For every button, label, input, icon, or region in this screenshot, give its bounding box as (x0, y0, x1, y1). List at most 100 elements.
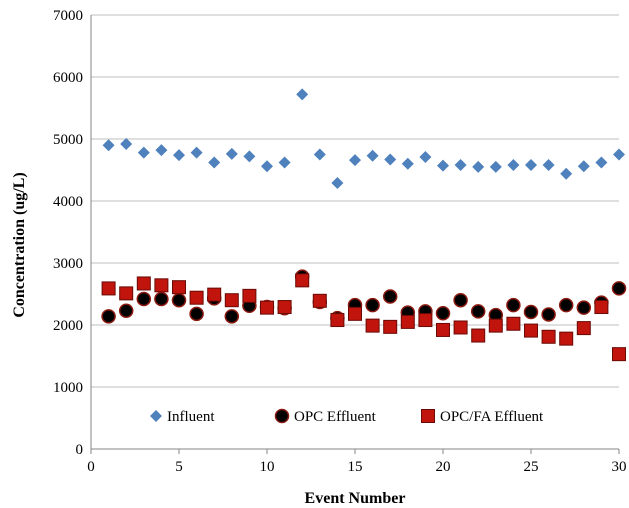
diamond-point (595, 156, 608, 169)
diamond-point (613, 148, 625, 161)
y-axis-title: Concentration (ug/L) (11, 172, 28, 317)
circle-point (506, 297, 521, 313)
square-point (471, 328, 486, 343)
square-point (541, 329, 556, 344)
circle-point (101, 309, 116, 324)
diamond-point (261, 160, 273, 173)
circle-point (453, 292, 468, 308)
x-tick-label: 15 (348, 459, 363, 475)
diamond-point (419, 150, 432, 163)
square-point (224, 293, 239, 308)
square-point (383, 319, 398, 334)
square-point (242, 288, 257, 303)
diamond-point (155, 144, 168, 157)
x-axis-title: Event Number (305, 490, 406, 507)
diamond-point (542, 159, 555, 172)
legend: Influent OPC Effluent OPC/FA Effluent (150, 408, 544, 425)
circle-point (611, 281, 627, 296)
diamond-point (560, 167, 573, 180)
circle-point (523, 304, 539, 320)
x-tick-label: 0 (87, 459, 95, 475)
square-point (207, 287, 222, 302)
diamond-point (454, 159, 467, 172)
square-point (189, 290, 204, 305)
square-point (612, 347, 626, 362)
circle-point (365, 297, 380, 313)
diamond-point (313, 148, 326, 161)
diamond-point (577, 160, 590, 173)
square-point (119, 286, 134, 301)
y-tick-label: 4000 (53, 194, 83, 210)
square-point (594, 300, 609, 315)
square-point (101, 281, 116, 296)
diamond-point (296, 88, 309, 101)
circle-point (189, 306, 204, 322)
square-point (348, 306, 362, 321)
square-point (418, 313, 433, 328)
legend-label: Influent (167, 409, 215, 425)
diamond-point (208, 156, 221, 169)
diamond-point (489, 160, 502, 173)
y-tick-label: 7000 (53, 8, 83, 24)
diamond-point (331, 177, 344, 190)
legend-label: OPC/FA Effluent (440, 409, 544, 425)
diamond-point (173, 149, 185, 162)
x-tick-label: 30 (612, 459, 627, 475)
square-point (576, 321, 591, 336)
diamond-point (349, 154, 361, 167)
diamond-point (120, 137, 133, 150)
legend-circle-marker (274, 408, 290, 424)
square-point (400, 314, 415, 329)
circle-point (470, 304, 486, 319)
circle-point (435, 305, 451, 321)
square-point (330, 313, 345, 328)
square-point (365, 318, 380, 333)
circle-point (136, 291, 152, 307)
circle-point (541, 307, 556, 322)
y-tick-label: 1000 (53, 380, 83, 396)
square-point (453, 320, 468, 335)
y-tick-label: 2000 (53, 318, 83, 334)
square-point (506, 316, 521, 331)
legend-diamond-marker (150, 410, 162, 422)
x-tick-labels: 0 5 10 15 20 25 30 (87, 459, 626, 475)
diamond-point (366, 149, 379, 162)
square-point (136, 276, 151, 291)
y-tick-labels: 0 1000 2000 3000 4000 5000 6000 7000 (53, 8, 83, 458)
diamond-point (472, 160, 485, 173)
circle-point (224, 309, 240, 324)
x-tick-label: 10 (260, 459, 275, 475)
circle-point (118, 303, 134, 318)
x-tick-label: 25 (524, 459, 539, 475)
circle-point (171, 292, 187, 308)
square-point (154, 278, 169, 293)
diamond-point (525, 159, 537, 172)
circle-point (382, 289, 398, 304)
legend-square-marker (421, 409, 435, 423)
square-point (559, 331, 574, 346)
diamond-point (243, 150, 256, 163)
y-tick-label: 6000 (53, 70, 83, 86)
x-tick-label: 5 (175, 459, 183, 475)
square-point (277, 300, 292, 315)
circle-point (558, 297, 574, 313)
y-tick-label: 5000 (53, 132, 83, 148)
square-point (295, 273, 310, 288)
circle-point (154, 291, 169, 307)
diamond-point (102, 139, 115, 152)
square-point (312, 293, 327, 308)
diamond-point (384, 153, 397, 166)
square-point (488, 318, 503, 333)
square-point (260, 300, 274, 315)
square-point (436, 322, 450, 337)
diamond-point (507, 159, 520, 172)
gridlines (91, 14, 619, 388)
diamond-point (137, 146, 150, 159)
x-tick-label: 20 (436, 459, 451, 475)
legend-label: OPC Effluent (294, 409, 377, 425)
diamond-point (225, 147, 238, 160)
axes (90, 15, 620, 454)
diamond-point (401, 157, 414, 170)
square-point (172, 280, 186, 295)
